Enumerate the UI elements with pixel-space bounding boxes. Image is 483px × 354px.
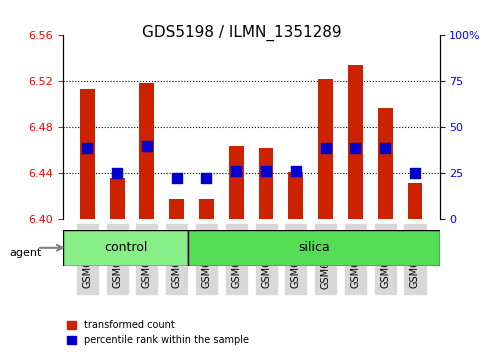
Bar [258, 148, 273, 219]
Point [114, 171, 121, 176]
Bar [229, 146, 244, 219]
Bar [80, 90, 95, 219]
Legend: transformed count, percentile rank within the sample: transformed count, percentile rank withi… [63, 316, 253, 349]
Point [203, 175, 211, 181]
FancyBboxPatch shape [63, 230, 188, 266]
Bar [408, 183, 423, 219]
Point [352, 145, 359, 151]
Bar [140, 82, 155, 219]
Bar [348, 65, 363, 219]
Text: control: control [104, 241, 147, 254]
Point [143, 143, 151, 149]
Point [322, 145, 329, 151]
Point [411, 171, 419, 176]
Text: GDS5198 / ILMN_1351289: GDS5198 / ILMN_1351289 [142, 25, 341, 41]
Point [84, 145, 91, 151]
Point [292, 169, 299, 174]
Bar [199, 199, 214, 219]
Bar [318, 79, 333, 219]
Bar [110, 178, 125, 219]
Text: silica: silica [298, 241, 330, 254]
Point [232, 169, 240, 174]
Bar [378, 108, 393, 219]
Bar [288, 172, 303, 219]
Text: agent: agent [10, 248, 42, 258]
Point [262, 169, 270, 174]
FancyBboxPatch shape [188, 230, 440, 266]
Bar [169, 199, 184, 219]
Point [381, 145, 389, 151]
Point [173, 175, 181, 181]
